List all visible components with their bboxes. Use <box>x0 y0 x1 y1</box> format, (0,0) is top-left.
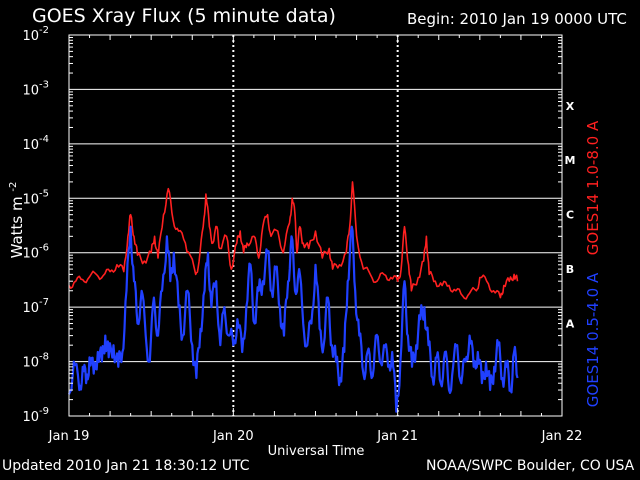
updated-timestamp: Updated 2010 Jan 21 18:30:12 UTC <box>2 458 250 474</box>
series-layer <box>67 181 519 413</box>
flare-class-label: M <box>565 154 576 167</box>
long-wavelength-series-line <box>68 181 519 300</box>
y-tick-label: 10-8 <box>22 352 49 371</box>
y-tick-label: 10-4 <box>22 134 49 153</box>
y-tick-label: 10-9 <box>22 406 49 425</box>
x-tick-label: Jan 19 <box>48 429 90 444</box>
x-tick-label: Jan 22 <box>541 429 583 444</box>
flare-class-label: X <box>566 100 575 113</box>
svg-text:Watts m -2: Watts m -2 <box>8 182 26 259</box>
chart-title: GOES Xray Flux (5 minute data) <box>32 5 336 27</box>
y-tick-label: 10-7 <box>22 297 49 316</box>
legend-short-wavelength: GOES14 0.5-4.0 A <box>584 272 602 407</box>
flare-class-label: A <box>566 318 575 331</box>
flare-class-label: C <box>566 209 574 222</box>
plot-frame <box>68 34 563 417</box>
flare-class-label: B <box>566 263 574 276</box>
tick-layer: 10-2 10-3 10-4 10-5 10-6 10-7 10-8 10-9 Jan 19 Ja… <box>22 25 582 444</box>
y-axis-label-exponent: -2 <box>8 182 19 192</box>
y-axis-label: Watts m -2 <box>8 182 26 259</box>
y-axis-label-text: Watts m <box>8 196 26 258</box>
y-tick-label: 10-2 <box>22 25 49 44</box>
x-tick-label: Jan 21 <box>376 429 418 444</box>
source-credit: NOAA/SWPC Boulder, CO USA <box>426 458 635 474</box>
y-tick-label: 10-3 <box>22 79 49 98</box>
x-tick-label: Jan 20 <box>212 429 254 444</box>
short-wavelength-series-line <box>67 225 519 413</box>
x-axis-label: Universal Time <box>268 444 365 459</box>
y-tick-label: 10-6 <box>22 243 49 262</box>
begin-time-label: Begin: 2010 Jan 19 0000 UTC <box>407 10 627 28</box>
legend-long-wavelength: GOES14 1.0-8.0 A <box>584 120 602 255</box>
grid-layer <box>69 35 562 416</box>
y-tick-label: 10-5 <box>22 188 49 207</box>
legend: GOES14 1.0-8.0 A GOES14 0.5-4.0 A <box>584 120 602 407</box>
